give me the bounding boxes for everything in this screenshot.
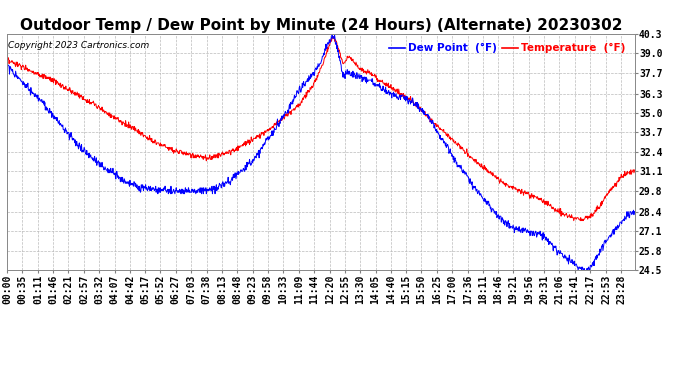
Legend: Dew Point  (°F), Temperature  (°F): Dew Point (°F), Temperature (°F) [385, 39, 629, 57]
Title: Outdoor Temp / Dew Point by Minute (24 Hours) (Alternate) 20230302: Outdoor Temp / Dew Point by Minute (24 H… [19, 18, 622, 33]
Text: Copyright 2023 Cartronics.com: Copyright 2023 Cartronics.com [8, 41, 149, 50]
